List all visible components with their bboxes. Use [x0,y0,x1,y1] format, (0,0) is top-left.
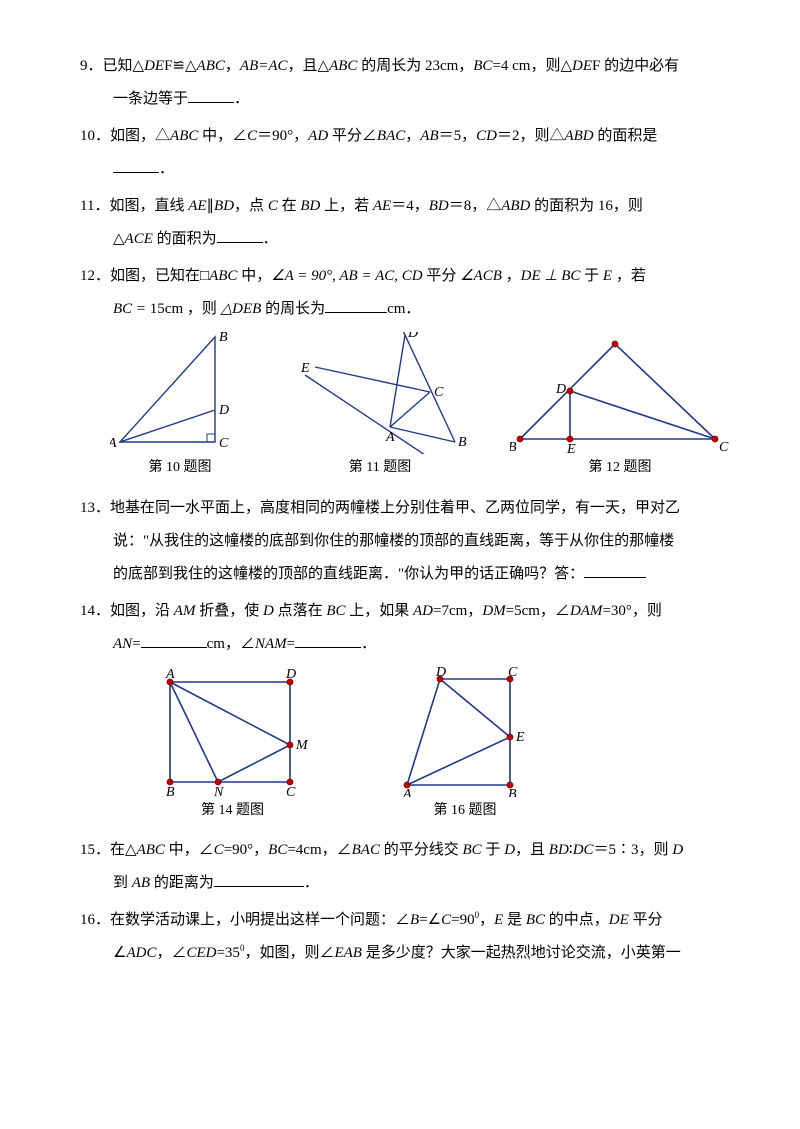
blank[interactable] [141,630,207,648]
blank[interactable] [584,560,646,578]
svg-text:D: D [407,332,418,341]
blank[interactable] [217,226,263,244]
svg-text:D: D [555,382,566,397]
svg-text:B: B [166,785,175,797]
svg-text:E: E [515,730,525,745]
fig11: DEACB 第 11 题图 [285,332,475,478]
blank[interactable] [214,870,304,888]
blank[interactable] [295,630,361,648]
svg-text:B: B [219,332,228,345]
svg-text:B: B [510,440,517,454]
figure-row-1: ABCD 第 10 题图 DEACB 第 11 题图 ABCDE 第 12 题图 [110,332,730,478]
problem-10: 10．如图，△ABC 中，∠C＝90°，AD 平分∠BAC，AB＝5，CD＝2，… [80,120,730,186]
fig11-svg: D E A C B [285,332,475,454]
svg-text:C: C [508,667,518,680]
figure-row-2: ADBCNM 第 14 题图 DCABE 第 16 题图 [150,667,730,821]
svg-text:N: N [213,785,224,797]
problem-13: 13．地基在同一水平面上，高度相同的两幢楼上分别住着甲、乙两位同学，有一天，甲对… [80,492,730,591]
fig12: ABCDE 第 12 题图 [510,339,730,478]
problem-15: 15．在△ABC 中，∠C=90°，BC=4cm，∠BAC 的平分线交 BC 于… [80,834,730,900]
fig16-svg: D C A B E [395,667,535,797]
svg-text:E: E [566,442,576,454]
problem-14: 14．如图，沿 AM 折叠，使 D 点落在 BC 上，如果 AD=7cm，DM=… [80,595,730,661]
svg-text:A: A [402,787,412,797]
problem-9: 9．已知△DEF≌△ABC，AB=AC，且△ABC 的周长为 23cm，BC=4… [80,50,730,116]
svg-text:C: C [219,436,229,451]
p11-num: 11． [80,198,109,214]
problem-12: 12．如图，已知在□ABC 中，∠A = 90°, AB = AC, CD 平分… [80,260,730,326]
svg-text:D: D [218,403,229,418]
p16-num: 16． [80,912,110,928]
p14-num: 14． [80,603,110,619]
fig10: ABCD 第 10 题图 [110,332,250,478]
p9-num: 9． [80,58,103,74]
svg-text:A: A [385,430,395,445]
svg-text:A: A [110,436,117,451]
fig10-svg: A B C D [110,332,250,454]
p15-num: 15． [80,842,110,858]
svg-text:D: D [285,667,296,682]
fig14-svg: A D B C N M [150,667,315,797]
blank[interactable] [188,86,234,104]
svg-text:C: C [719,440,729,454]
svg-text:A: A [165,667,175,682]
blank[interactable] [325,296,387,314]
svg-text:C: C [286,785,296,797]
fig12-svg: A B C D E [510,339,730,454]
p12-num: 12． [80,268,110,284]
svg-text:D: D [435,667,446,680]
blank[interactable] [113,156,159,174]
svg-text:B: B [458,435,467,450]
fig16: DCABE 第 16 题图 [395,667,535,821]
p13-num: 13． [80,500,110,516]
svg-text:E: E [300,361,310,376]
p10-num: 10． [80,128,110,144]
svg-text:C: C [434,385,444,400]
svg-text:M: M [295,738,309,753]
svg-text:A: A [610,339,620,342]
svg-text:B: B [508,787,517,797]
fig14: ADBCNM 第 14 题图 [150,667,315,821]
problem-11: 11．如图，直线 AE∥BD，点 C 在 BD 上，若 AE＝4，BD＝8，△A… [80,190,730,256]
problem-16: 16．在数学活动课上，小明提出这样一个问题：∠B=∠C=900，E 是 BC 的… [80,904,730,970]
